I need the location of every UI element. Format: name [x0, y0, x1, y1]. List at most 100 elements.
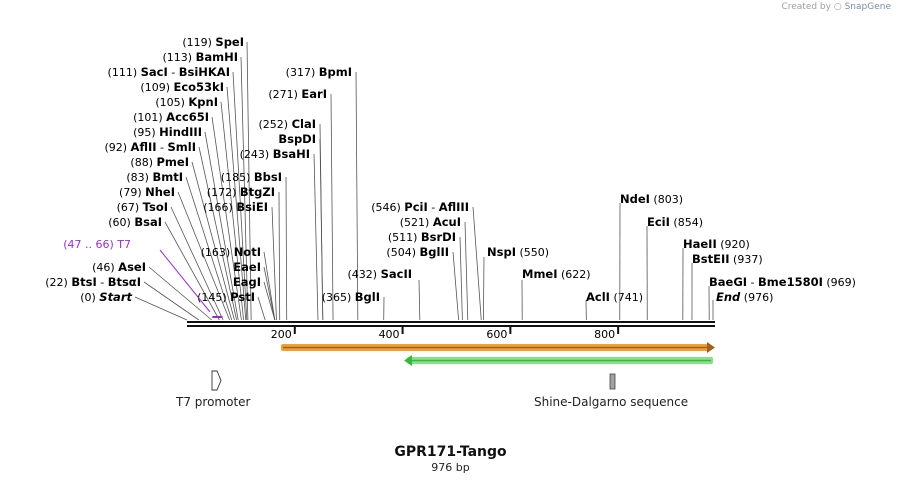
site-name: TsoI	[143, 200, 168, 214]
site-name: BspDI	[278, 132, 316, 146]
site-label-spei: (119) SpeI	[182, 35, 244, 49]
site-label-pcii: (546) PciI - AflIII	[371, 200, 469, 214]
site-name: EarI	[301, 87, 327, 101]
green-feature-arrow-head	[404, 355, 412, 366]
site-name: AseI	[118, 260, 146, 274]
site-label-psti: (145) PstI	[197, 290, 255, 304]
site-separator: -	[97, 276, 108, 289]
site-position: (60)	[108, 216, 134, 229]
site-separator: -	[747, 276, 758, 289]
site-label-bsteii: BstEII (937)	[692, 252, 763, 266]
site-position: (969)	[823, 276, 856, 289]
site-position: (83)	[126, 171, 152, 184]
site-name: NspI	[487, 245, 516, 259]
site-label-bsrdi: (511) BsrDI	[388, 230, 456, 244]
site-leader-line-pmei	[191, 161, 235, 321]
site-position: (854)	[670, 216, 703, 229]
site-position: (95)	[133, 126, 159, 139]
site-label-nhei: (79) NheI	[119, 185, 175, 199]
site-position: (511)	[388, 231, 421, 244]
site-label-bamhi: (113) BamHI	[163, 50, 239, 64]
orange-feature-arrow-head	[707, 342, 715, 353]
site-name: SacII	[381, 267, 412, 281]
site-position: (622)	[558, 268, 591, 281]
site-label-aflii: (92) AflII - SmlI	[104, 140, 196, 154]
site-name: BsaHI	[273, 147, 310, 161]
shine-dalgarno-box-icon	[609, 373, 616, 390]
plasmid-map: 200 400 600 800(119) SpeI(113) BamHI(111) S…	[45, 35, 856, 391]
site-name: AflII	[131, 140, 157, 154]
site-name-secondary: AflIII	[439, 200, 469, 214]
site-separator: -	[428, 201, 439, 214]
site-position: (105)	[155, 96, 188, 109]
site-name-secondary: Bme1580I	[758, 275, 823, 289]
site-position: (803)	[650, 193, 683, 206]
site-label-sacii: (432) SacII	[348, 267, 413, 281]
primer-name: T7	[116, 238, 131, 251]
site-position: (113)	[163, 51, 196, 64]
site-leader-line-kpni	[220, 101, 244, 321]
site-name: BtgZI	[240, 185, 275, 199]
site-position: (365)	[322, 291, 355, 304]
site-label-eari: (271) EarI	[268, 87, 327, 101]
primer-leader-line	[159, 249, 211, 313]
primer-range: (47 .. 66)	[63, 238, 117, 251]
site-label-nspi: NspI (550)	[487, 245, 549, 259]
site-name: BstEII	[692, 252, 730, 266]
site-leader-line-bbsi	[285, 176, 288, 321]
site-name: End	[716, 290, 741, 304]
site-leader-line-bamhi	[240, 56, 249, 321]
site-name: BaeGI	[709, 275, 747, 289]
site-position: (79)	[119, 186, 145, 199]
site-leader-line-nspi	[483, 256, 485, 321]
site-name: AcuI	[433, 215, 461, 229]
site-position: (521)	[400, 216, 433, 229]
site-leader-line-bsai	[164, 221, 220, 321]
site-position: (92)	[104, 141, 130, 154]
site-position: (172)	[207, 186, 240, 199]
site-name: EciI	[647, 215, 670, 229]
feature-label-t7-promoter[interactable]: T7 promoter	[176, 395, 251, 409]
site-name: BglI	[355, 290, 380, 304]
site-leader-line-acui	[464, 221, 469, 321]
site-name: SpeI	[215, 35, 244, 49]
site-separator: -	[168, 66, 179, 79]
site-name: SacI	[141, 65, 168, 79]
site-leader-line-btsi	[143, 281, 200, 321]
site-leader-line-aflii	[198, 146, 237, 321]
site-leader-line-noti	[263, 251, 276, 321]
site-label-eagi: EagI	[233, 275, 261, 289]
site-separator: -	[157, 141, 168, 154]
site-label-noti: (163) NotI	[201, 245, 261, 259]
site-position: (185)	[221, 171, 254, 184]
site-name: ClaI	[292, 117, 316, 131]
site-leader-line-bsrdi	[459, 236, 463, 321]
site-position: (88)	[130, 156, 156, 169]
site-name: Acc65I	[166, 110, 209, 124]
site-label-btsi: (22) BtsI - BtsαI	[45, 275, 141, 289]
construct-length: 976 bp	[431, 461, 470, 474]
ruler-tick-label: 200	[271, 328, 292, 341]
site-name: PstI	[230, 290, 255, 304]
site-position: (111)	[108, 66, 141, 79]
site-name: EagI	[233, 275, 261, 289]
site-label-bglii: (504) BglII	[386, 245, 449, 259]
site-name: BpmI	[319, 65, 352, 79]
site-name: HaeII	[683, 237, 717, 251]
site-leader-line-bspdi	[319, 138, 324, 321]
site-leader-line-asei	[148, 266, 213, 321]
site-leader-line-tsoi	[170, 206, 224, 321]
credit-prefix: Created by	[781, 2, 831, 12]
site-label-ecii: EciI (854)	[647, 215, 703, 229]
feature-label-shine-dalgarno[interactable]: Shine-Dalgarno sequence	[534, 395, 689, 409]
site-name: BmtI	[152, 170, 183, 184]
primer-label-t7: (47 .. 66) T7	[63, 238, 131, 251]
site-label-bsiei: (166) BsiEI	[203, 200, 268, 214]
site-name: NdeI	[620, 192, 650, 206]
site-position: (252)	[259, 118, 292, 131]
site-label-kpni: (105) KpnI	[155, 95, 218, 109]
site-leader-line-psti	[257, 296, 266, 321]
site-label-haeii: HaeII (920)	[683, 237, 750, 251]
site-label-acli: AclI (741)	[586, 290, 643, 304]
site-label-asei: (46) AseI	[92, 260, 146, 274]
